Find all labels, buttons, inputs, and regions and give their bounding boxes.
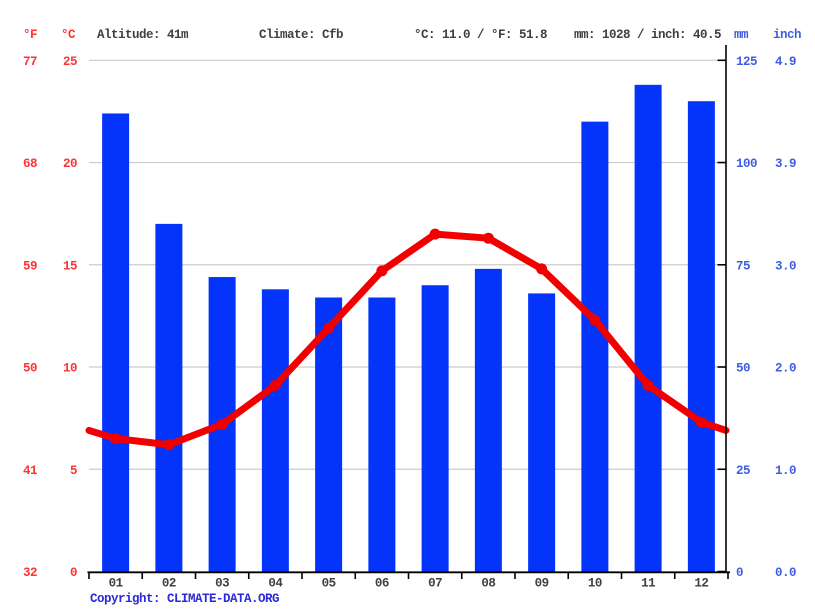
f-axis-tick-label: 50: [23, 362, 37, 376]
inch-axis-tick-label: 3.9: [775, 157, 796, 171]
month-label: 08: [481, 577, 495, 591]
month-label: 02: [162, 577, 176, 591]
c-axis-tick-label: 0: [70, 566, 77, 580]
c-axis-tick-label: 25: [63, 55, 77, 69]
precipitation-bar-08: [474, 268, 502, 573]
mm-axis-tick-label: 100: [736, 157, 757, 171]
month-label: 12: [694, 577, 708, 591]
month-label: 11: [641, 577, 655, 591]
inch-axis-header: inch: [773, 28, 802, 42]
c-axis-tick-label: 5: [70, 464, 77, 478]
month-label: 06: [375, 577, 389, 591]
inch-axis-tick-label: 4.9: [775, 55, 796, 69]
month-label: 01: [109, 577, 123, 591]
month-label: 03: [215, 577, 229, 591]
month-label: 10: [588, 577, 602, 591]
altitude-label: Altitude: 41m: [97, 28, 189, 42]
temperature-point-11: [642, 379, 654, 391]
temperature-point-08: [482, 232, 494, 244]
f-axis-tick-label: 68: [23, 157, 37, 171]
f-axis-tick-label: 32: [23, 566, 37, 580]
temperature-point-09: [536, 263, 548, 275]
mm-axis-tick-label: 25: [736, 464, 750, 478]
temperature-point-01: [110, 433, 122, 445]
mm-axis-header: mm: [734, 28, 749, 42]
inch-axis-tick-label: 2.0: [775, 362, 796, 376]
copyright-line: Copyright: CLIMATE-DATA.ORG: [90, 592, 280, 606]
f-axis-tick-label: 41: [23, 464, 37, 478]
fahrenheit-axis-header: °F: [23, 28, 38, 42]
f-axis-tick-label: 59: [23, 259, 37, 273]
temperature-summary: °C: 11.0 / °F: 51.8: [414, 28, 548, 42]
mm-axis-tick-label: 50: [736, 362, 750, 376]
c-axis-tick-label: 10: [63, 362, 77, 376]
temperature-point-12: [695, 416, 707, 428]
f-axis-tick-label: 77: [23, 55, 37, 69]
inch-axis-tick-label: 3.0: [775, 259, 796, 273]
celsius-axis-header: °C: [61, 28, 76, 42]
precipitation-bar-04: [261, 289, 289, 573]
month-label: 05: [322, 577, 336, 591]
climate-zone-label: Climate: Cfb: [259, 28, 344, 42]
precipitation-bar-02: [155, 223, 183, 573]
temperature-point-03: [216, 418, 228, 430]
precipitation-bar-01: [102, 113, 130, 573]
mm-axis-tick-label: 75: [736, 259, 750, 273]
precipitation-bar-06: [368, 297, 396, 573]
month-label: 09: [535, 577, 549, 591]
temperature-point-10: [589, 314, 601, 326]
temperature-point-02: [163, 439, 175, 451]
precipitation-bar-12: [687, 101, 715, 573]
precipitation-bar-10: [581, 121, 609, 573]
temperature-line: [85, 230, 730, 449]
precipitation-bar-05: [315, 297, 343, 573]
precipitation-bar-07: [421, 285, 449, 573]
c-axis-tick-label: 20: [63, 157, 77, 171]
precipitation-bar-09: [528, 293, 556, 573]
temperature-point-07: [429, 228, 441, 240]
precipitation-summary: mm: 1028 / inch: 40.5: [574, 28, 722, 42]
precipitation-bar-11: [634, 84, 662, 573]
month-label: 04: [268, 577, 283, 591]
mm-axis-tick-label: 125: [736, 55, 757, 69]
c-axis-tick-label: 15: [63, 259, 77, 273]
temperature-point-06: [376, 265, 388, 277]
month-label: 07: [428, 577, 442, 591]
temperature-point-05: [323, 322, 335, 334]
mm-axis-tick-label: 0: [736, 566, 743, 580]
climate-data-org-link[interactable]: CLIMATE-DATA.ORG: [167, 592, 280, 606]
temperature-point-04: [269, 379, 281, 391]
copyright-prefix: Copyright:: [90, 592, 168, 606]
inch-axis-tick-label: 0.0: [775, 566, 796, 580]
inch-axis-tick-label: 1.0: [775, 464, 796, 478]
